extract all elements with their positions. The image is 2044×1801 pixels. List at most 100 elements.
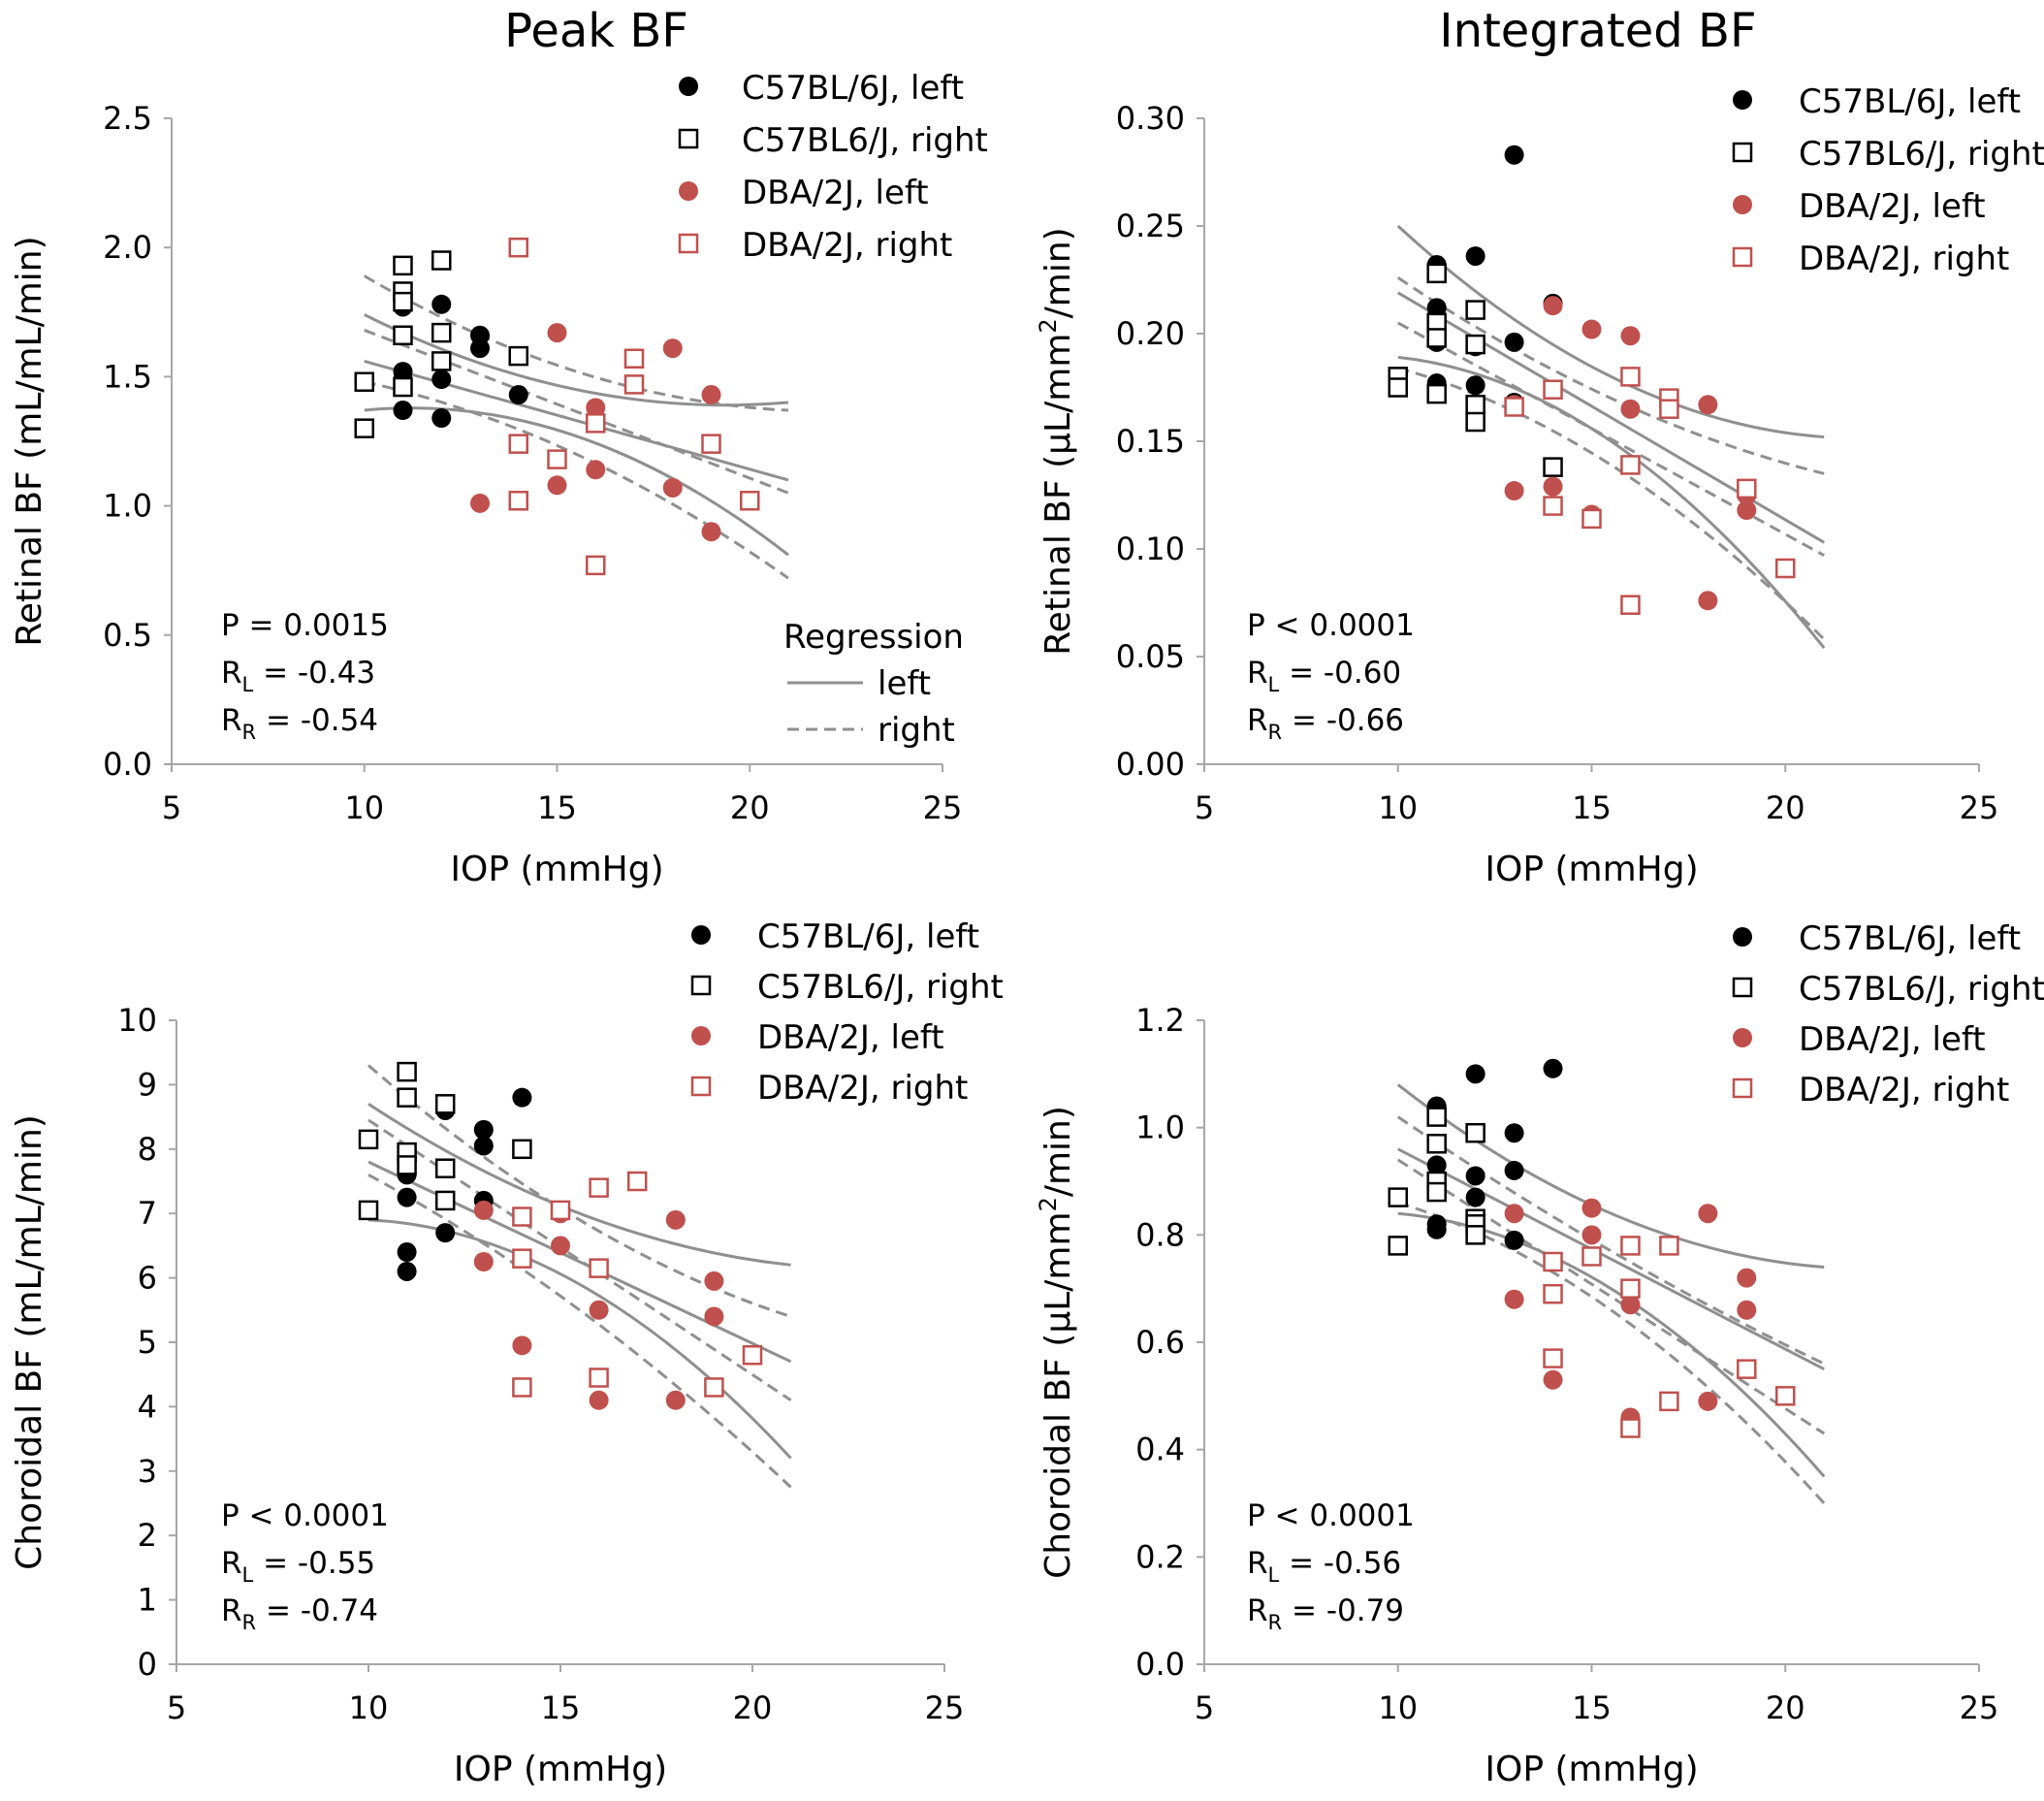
x-tick-label: 10 xyxy=(349,1689,389,1726)
x-tick-label: 5 xyxy=(162,789,181,826)
regression-right-ci-lower xyxy=(367,1174,792,1489)
series-1 xyxy=(358,1061,532,1221)
data-point xyxy=(397,1261,417,1281)
y-tick-label: 0.20 xyxy=(1116,315,1185,352)
y-tick-label: 1.5 xyxy=(103,358,152,395)
data-point xyxy=(1698,1204,1718,1224)
data-point xyxy=(1659,399,1679,419)
regression-right-ci-lower xyxy=(364,380,789,580)
legend-label: C57BL/6J, left xyxy=(1799,919,2021,958)
data-point xyxy=(1465,334,1485,355)
data-point xyxy=(701,434,721,454)
data-point xyxy=(1698,591,1718,611)
data-point xyxy=(1581,319,1602,339)
data-point xyxy=(473,1119,494,1140)
data-point xyxy=(1620,455,1641,475)
data-point xyxy=(704,1377,724,1398)
y-tick-label: 5 xyxy=(138,1324,157,1361)
data-point xyxy=(512,1139,532,1160)
data-point xyxy=(1426,1107,1447,1127)
legend-marker xyxy=(691,1026,711,1045)
regression-left-ci-upper xyxy=(364,313,789,407)
data-point xyxy=(589,1367,609,1388)
data-point xyxy=(434,1094,456,1114)
regression-left-ci-lower xyxy=(364,406,789,557)
data-point xyxy=(508,345,528,367)
legend-label: C57BL/6J, left xyxy=(742,69,964,108)
data-point xyxy=(701,385,721,405)
data-point xyxy=(1737,1359,1757,1379)
legend-marker xyxy=(691,925,711,945)
data-point xyxy=(473,1252,494,1271)
data-point xyxy=(354,418,374,438)
legend-marker xyxy=(1733,927,1752,947)
data-point xyxy=(1543,1251,1563,1272)
data-point xyxy=(435,1223,456,1243)
y-tick-label: 1 xyxy=(138,1582,157,1619)
data-point xyxy=(551,1236,570,1256)
x-axis-label: IOP (mmHg) xyxy=(1485,850,1698,889)
series-3 xyxy=(1543,1236,1796,1438)
y-tick-label: 0.15 xyxy=(1116,423,1185,460)
data-point xyxy=(1388,1236,1408,1256)
data-point xyxy=(397,1242,417,1263)
data-point xyxy=(665,1209,686,1230)
x-axis-label: IOP (mmHg) xyxy=(450,850,663,889)
data-point xyxy=(508,434,528,454)
data-point xyxy=(393,325,413,346)
data-point xyxy=(1581,1198,1602,1218)
data-point xyxy=(397,1061,417,1082)
data-point xyxy=(1581,508,1602,530)
data-point xyxy=(1504,397,1524,417)
data-point xyxy=(431,408,452,429)
data-point xyxy=(742,1345,763,1366)
data-point xyxy=(1465,411,1485,433)
data-point xyxy=(1504,1230,1524,1250)
legend-marker xyxy=(1733,1028,1752,1047)
legend-label: C57BL6/J, right xyxy=(742,121,988,160)
legend-label: C57BL/6J, left xyxy=(1799,82,2021,121)
stat-p-value: P < 0.0001 xyxy=(1247,608,1415,643)
data-point xyxy=(1465,1122,1485,1143)
data-point xyxy=(512,1335,532,1356)
data-point xyxy=(1426,328,1447,348)
data-point xyxy=(397,1155,417,1175)
x-tick-label: 25 xyxy=(925,1689,965,1726)
data-point xyxy=(1465,1187,1485,1207)
legend-label: C57BL6/J, right xyxy=(757,968,1004,1007)
y-tick-label: 8 xyxy=(138,1131,157,1168)
x-axis-label: IOP (mmHg) xyxy=(454,1750,667,1789)
data-point xyxy=(1659,1236,1679,1256)
y-tick-label: 0.25 xyxy=(1116,208,1185,244)
data-point xyxy=(431,250,452,271)
regression-left-fit xyxy=(1396,291,1825,544)
data-point xyxy=(397,1187,417,1207)
y-tick-label: 0.5 xyxy=(103,617,152,654)
regression-right-ci-lower xyxy=(1397,1201,1826,1505)
y-tick-label: 0.00 xyxy=(1116,746,1185,783)
data-point xyxy=(1426,263,1447,284)
y-tick-label: 7 xyxy=(138,1195,157,1232)
legend-marker xyxy=(1733,195,1752,214)
stat-p-value: P < 0.0001 xyxy=(1247,1498,1415,1533)
data-point xyxy=(704,1270,724,1291)
data-point xyxy=(1620,1295,1641,1315)
data-point xyxy=(1426,383,1447,404)
x-tick-label: 20 xyxy=(730,789,770,826)
data-point xyxy=(623,348,645,370)
series-0 xyxy=(393,294,528,429)
regression-right-fit xyxy=(367,1118,792,1402)
data-point xyxy=(508,385,528,405)
data-point xyxy=(740,491,760,511)
data-point xyxy=(1465,1064,1485,1084)
stat-r-right: RR = -0.79 xyxy=(1247,1593,1404,1634)
regression-left-ci-lower xyxy=(1397,1211,1826,1478)
data-point xyxy=(1581,1246,1602,1267)
data-point xyxy=(1504,332,1524,352)
stat-r-right: RR = -0.54 xyxy=(221,703,378,744)
data-point xyxy=(586,460,606,480)
data-point xyxy=(1543,1348,1563,1368)
data-point xyxy=(473,1136,494,1156)
data-point xyxy=(701,522,721,542)
